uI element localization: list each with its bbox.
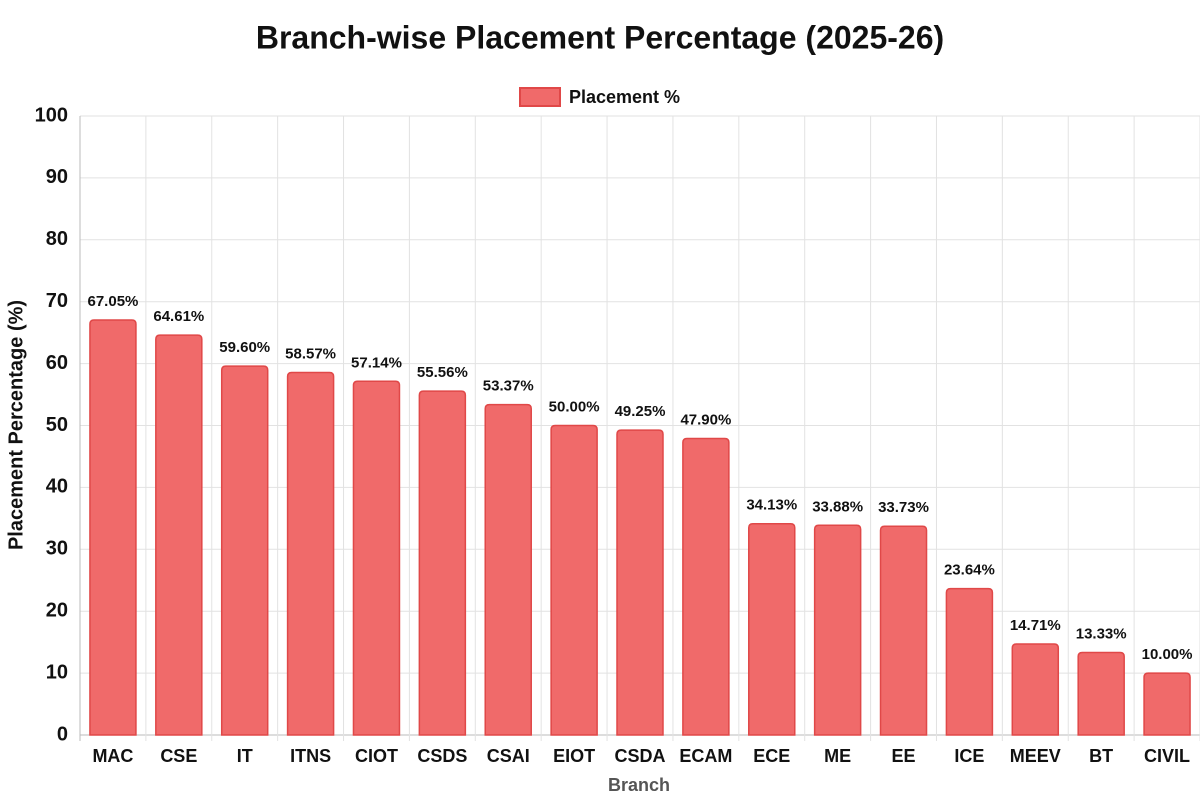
- value-label: 59.60%: [219, 339, 270, 356]
- value-label: 58.57%: [285, 345, 336, 362]
- bar: [89, 319, 137, 736]
- y-tick-label: 80: [46, 228, 68, 250]
- bar: [418, 390, 467, 736]
- y-tick-label: 40: [46, 476, 68, 498]
- x-tick-label: CIVIL: [1144, 746, 1190, 766]
- value-label: 34.13%: [746, 497, 797, 514]
- bar: [945, 587, 994, 736]
- value-label: 64.61%: [153, 308, 204, 325]
- x-axis-title: Branch: [608, 775, 670, 795]
- bar: [682, 437, 730, 736]
- x-tick-label: MEEV: [1010, 746, 1061, 766]
- value-label: 33.73%: [878, 499, 929, 516]
- value-label: 23.64%: [944, 562, 995, 579]
- x-tick-label: IT: [237, 746, 253, 766]
- bar: [879, 525, 928, 736]
- bar: [550, 424, 598, 736]
- y-tick-label: 70: [46, 290, 68, 312]
- x-tick-label: EE: [892, 746, 916, 766]
- y-tick-label: 20: [46, 599, 68, 621]
- value-label: 57.14%: [351, 354, 402, 371]
- value-label: 33.88%: [812, 498, 863, 515]
- y-tick-label: 10: [46, 661, 68, 683]
- value-label: 13.33%: [1076, 625, 1127, 642]
- y-tick-label: 60: [46, 352, 68, 374]
- x-tick-label: ECAM: [679, 746, 732, 766]
- bar: [155, 334, 203, 736]
- y-axis-title: Placement Percentage (%): [5, 300, 27, 550]
- y-tick-label: 0: [57, 723, 68, 745]
- y-tick-label: 100: [35, 104, 68, 126]
- bar: [748, 522, 796, 736]
- value-label: 47.90%: [680, 411, 731, 428]
- y-tick-label: 30: [46, 538, 68, 560]
- bar: [1077, 651, 1125, 736]
- x-tick-label: MAC: [92, 746, 133, 766]
- bar: [484, 403, 532, 736]
- bar: [286, 371, 335, 736]
- bar: [813, 524, 862, 736]
- bar: [352, 380, 401, 736]
- x-tick-label: BT: [1089, 746, 1113, 766]
- bar: [616, 429, 664, 736]
- x-tick-label: ECE: [753, 746, 790, 766]
- x-tick-label: ME: [824, 746, 851, 766]
- legend-swatch: [519, 87, 561, 107]
- x-tick-label: EIOT: [553, 746, 595, 766]
- legend-label: Placement %: [569, 87, 680, 107]
- value-label: 50.00%: [549, 398, 600, 415]
- x-tick-label: CIOT: [355, 746, 398, 766]
- chart-title: Branch-wise Placement Percentage (2025-2…: [256, 19, 944, 55]
- value-label: 53.37%: [483, 378, 534, 395]
- bar: [1143, 672, 1191, 736]
- value-label: 67.05%: [88, 293, 139, 310]
- value-label: 14.71%: [1010, 617, 1061, 634]
- x-tick-label: CSE: [160, 746, 197, 766]
- value-label: 10.00%: [1142, 646, 1193, 663]
- bar: [1011, 643, 1060, 736]
- x-tick-label: CSAI: [487, 746, 530, 766]
- x-tick-label: CSDA: [614, 746, 665, 766]
- x-tick-label: ICE: [954, 746, 984, 766]
- x-tick-label: CSDS: [417, 746, 467, 766]
- y-tick-label: 90: [46, 166, 68, 188]
- value-label: 55.56%: [417, 364, 468, 381]
- value-label: 49.25%: [615, 403, 666, 420]
- bar: [220, 365, 269, 736]
- x-tick-label: ITNS: [290, 746, 331, 766]
- y-tick-label: 50: [46, 414, 68, 436]
